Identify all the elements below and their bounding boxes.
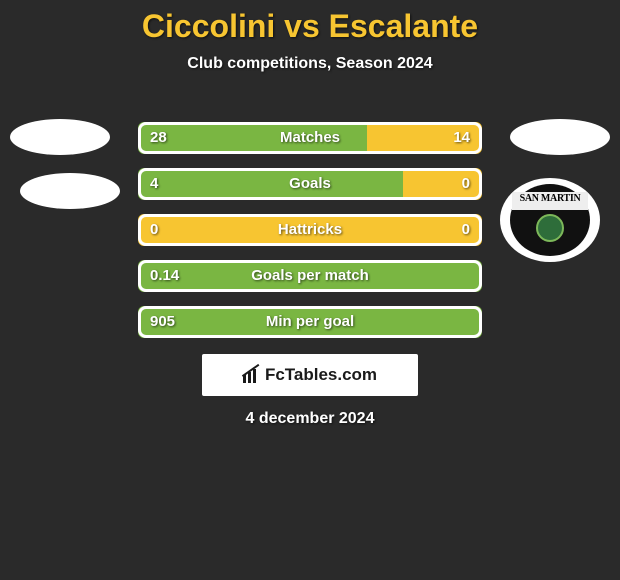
brand-bars-icon (243, 367, 261, 383)
player-left-photo-placeholder (10, 119, 110, 155)
stat-row: 2814Matches (138, 122, 482, 154)
stat-label: Goals per match (138, 260, 482, 292)
stat-label: Hattricks (138, 214, 482, 246)
stat-row: 00Hattricks (138, 214, 482, 246)
brand-watermark: FcTables.com (202, 354, 418, 396)
page-title: Ciccolini vs Escalante (0, 0, 620, 45)
stat-row: 40Goals (138, 168, 482, 200)
stats-table: 2814Matches 40Goals 00Hattricks 0.14Goals p… (138, 122, 482, 352)
stat-label: Min per goal (138, 306, 482, 338)
player-right-photo-placeholder (510, 119, 610, 155)
subtitle: Club competitions, Season 2024 (0, 55, 620, 73)
stat-label: Goals (138, 168, 482, 200)
brand-text: FcTables.com (265, 365, 377, 385)
stat-label: Matches (138, 122, 482, 154)
player-right-club-badge: SAN MARTIN (500, 178, 600, 262)
club-badge-text: SAN MARTIN (500, 193, 600, 204)
generated-date: 4 december 2024 (0, 410, 620, 428)
stat-row: 0.14Goals per match (138, 260, 482, 292)
player-left-club-placeholder (20, 173, 120, 209)
stat-row: 905Min per goal (138, 306, 482, 338)
